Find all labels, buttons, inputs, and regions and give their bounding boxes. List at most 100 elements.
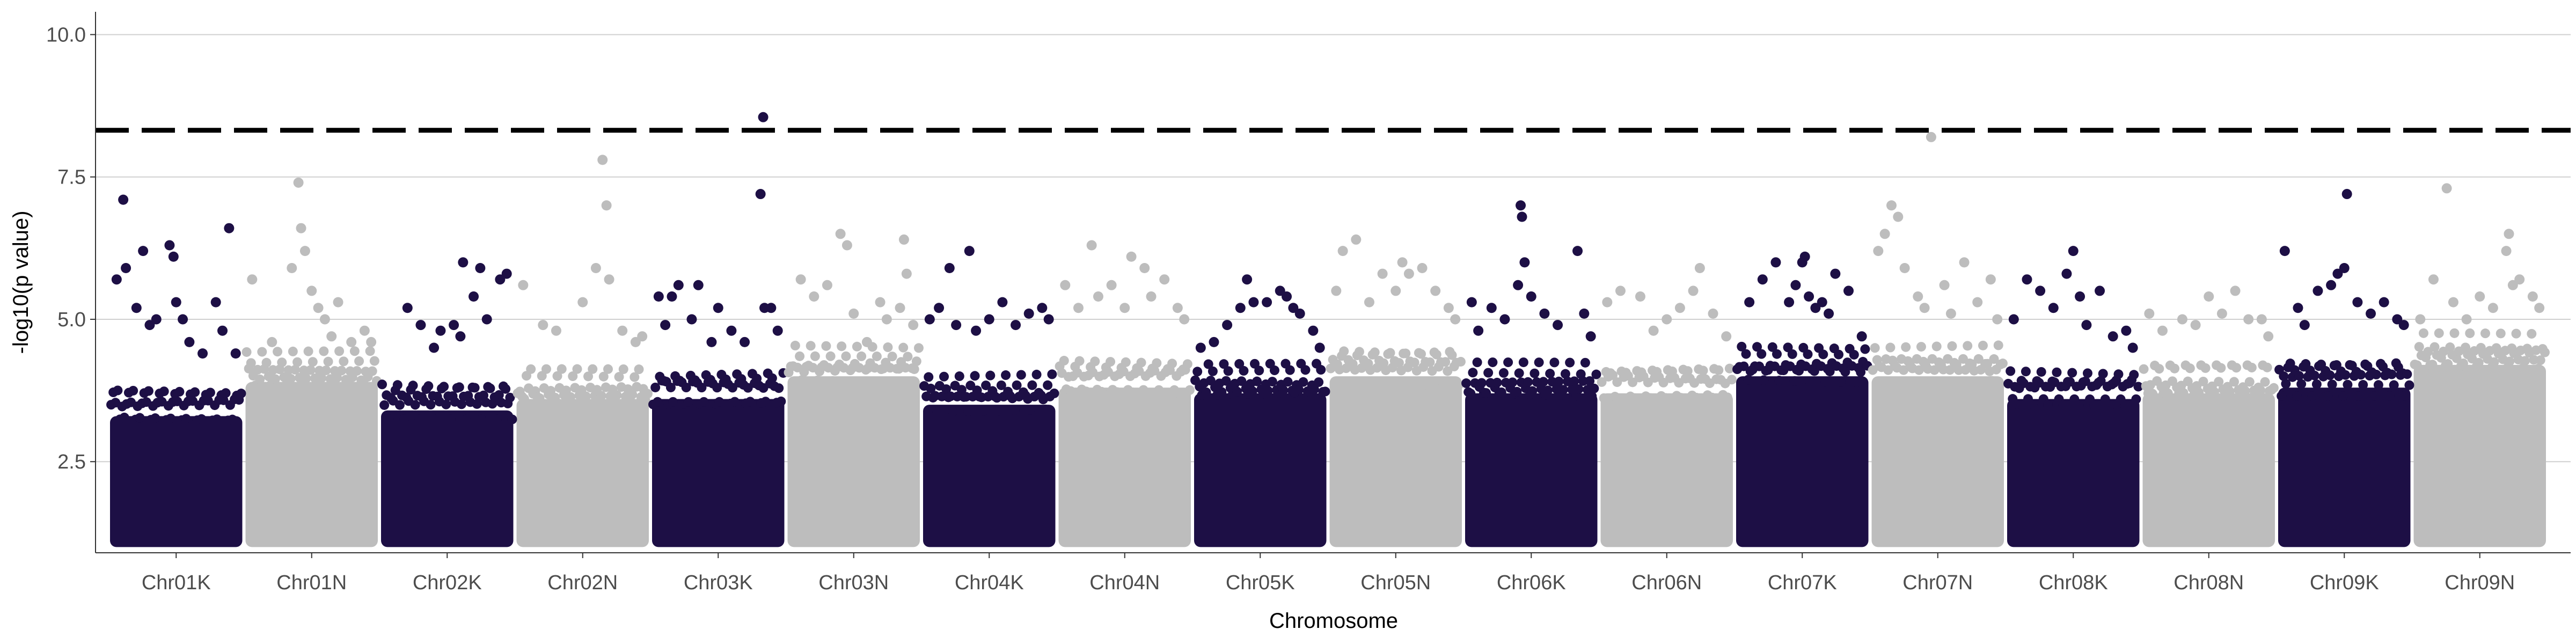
point — [1947, 341, 1957, 351]
point — [875, 297, 885, 308]
point — [1483, 368, 1494, 378]
point — [286, 374, 296, 384]
point — [852, 341, 862, 352]
point — [2081, 320, 2092, 331]
point — [2021, 367, 2031, 377]
point — [2008, 314, 2019, 325]
point — [1757, 349, 1767, 359]
point — [1682, 366, 1693, 376]
point — [1134, 366, 1144, 376]
point — [2006, 366, 2016, 376]
point — [889, 377, 899, 387]
point — [1385, 348, 1395, 358]
point — [1901, 342, 1911, 352]
point — [277, 357, 287, 368]
x-axis-ticks: Chr01K Chr01N Chr02K Chr02N Chr03K Chr03N Chr0… — [142, 553, 2515, 594]
point — [299, 246, 310, 257]
point — [2133, 382, 2143, 392]
point — [2293, 303, 2303, 313]
point — [1809, 366, 1819, 376]
point — [273, 347, 283, 357]
point — [2260, 377, 2270, 387]
point — [2341, 189, 2352, 200]
point — [181, 414, 191, 424]
point — [288, 346, 298, 356]
dense-region-chr02n — [516, 399, 649, 547]
point — [841, 351, 851, 361]
point — [597, 155, 608, 165]
point — [1219, 359, 1229, 369]
point — [2022, 274, 2032, 285]
point — [1234, 359, 1245, 369]
point — [1416, 349, 1426, 359]
point — [1294, 385, 1304, 395]
point — [1580, 357, 1590, 368]
point — [1739, 361, 1749, 371]
point — [1549, 357, 1560, 368]
point — [257, 347, 267, 357]
point — [2089, 400, 2099, 411]
point — [1498, 368, 1509, 378]
point — [552, 371, 562, 381]
point — [1472, 357, 1482, 368]
point — [255, 374, 265, 384]
point — [2540, 347, 2550, 357]
point — [1401, 348, 1411, 358]
point — [1721, 331, 1732, 342]
point — [1254, 365, 1264, 376]
point — [1232, 386, 1242, 397]
point — [948, 407, 958, 417]
point — [971, 325, 982, 336]
point — [1973, 354, 1984, 364]
point — [1023, 308, 1034, 319]
point — [760, 397, 771, 407]
point — [2534, 303, 2545, 313]
point — [1128, 387, 1138, 397]
point — [1645, 393, 1655, 403]
point — [1492, 377, 1502, 387]
point — [1554, 376, 1564, 386]
point — [766, 303, 777, 313]
point — [1790, 280, 1801, 290]
point — [2340, 370, 2351, 380]
point — [1945, 365, 1955, 375]
point — [2131, 394, 2141, 404]
point — [1364, 297, 1374, 308]
point — [1722, 392, 1732, 402]
point — [1939, 280, 1950, 290]
point — [2028, 399, 2038, 409]
point — [1560, 369, 1570, 379]
point — [1805, 376, 1815, 386]
x-tick-label: Chr07N — [1902, 572, 1973, 594]
point — [1893, 211, 1904, 222]
point — [2501, 246, 2512, 257]
point — [1235, 303, 1246, 313]
point — [1370, 347, 1380, 357]
point — [507, 414, 517, 425]
x-tick-label: Chr01K — [142, 572, 211, 594]
point — [1269, 365, 1279, 376]
point — [2441, 183, 2452, 194]
point — [1539, 308, 1550, 319]
point — [2379, 297, 2389, 308]
point — [859, 377, 869, 387]
point — [568, 371, 578, 382]
dense-region-chr03n — [787, 376, 920, 547]
point — [334, 346, 345, 356]
point — [336, 365, 347, 376]
point — [1708, 308, 1718, 319]
point — [1262, 297, 1272, 308]
point — [861, 336, 872, 347]
point — [2384, 391, 2395, 401]
point — [1248, 297, 1259, 308]
point — [1466, 297, 1477, 308]
point — [339, 356, 349, 367]
point — [822, 280, 832, 290]
point — [455, 331, 466, 342]
point — [1236, 376, 1247, 386]
x-tick-label: Chr09K — [2310, 572, 2379, 594]
point — [598, 371, 609, 382]
point — [111, 274, 122, 285]
point — [2514, 274, 2525, 285]
